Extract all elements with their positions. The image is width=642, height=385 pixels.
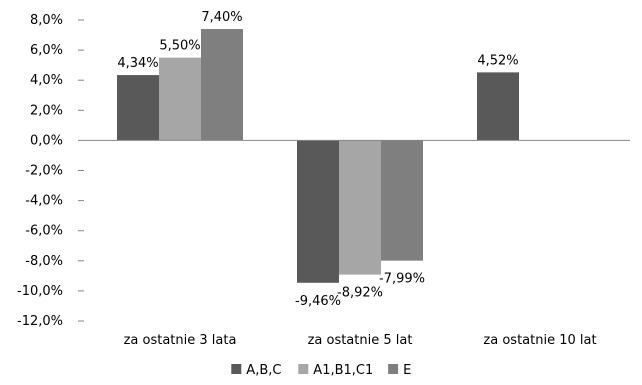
y-tick-label: -2,0% bbox=[25, 164, 63, 179]
bar bbox=[477, 72, 519, 141]
y-tick-label: 6,0% bbox=[30, 43, 63, 58]
data-label: -7,99% bbox=[379, 272, 425, 287]
y-tick-label: 4,0% bbox=[30, 73, 63, 88]
y-tick-label: -6,0% bbox=[25, 224, 63, 239]
legend-label: E bbox=[403, 363, 411, 378]
bar bbox=[297, 140, 339, 283]
bars bbox=[117, 29, 519, 283]
bar bbox=[201, 29, 243, 141]
category-label: za ostatnie 10 lat bbox=[483, 333, 596, 348]
legend-label: A1,B1,C1 bbox=[313, 363, 373, 378]
legend-swatch bbox=[231, 364, 242, 374]
legend-swatch bbox=[388, 364, 399, 374]
y-tick-label: 2,0% bbox=[30, 103, 63, 118]
bar bbox=[159, 57, 201, 141]
y-tick-label: -12,0% bbox=[17, 314, 63, 329]
data-label: 5,50% bbox=[159, 39, 200, 54]
y-tick-label: -10,0% bbox=[17, 284, 63, 299]
bar bbox=[117, 75, 159, 141]
bar bbox=[381, 140, 423, 261]
category-label: za ostatnie 3 lata bbox=[124, 333, 237, 348]
y-tick-label: 0,0% bbox=[30, 133, 63, 148]
y-axis: 8,0% 6,0% 4,0% 2,0% 0,0% -2,0% -4,0% -6,0% -8,0%… bbox=[17, 13, 84, 329]
y-tick-label: -8,0% bbox=[25, 254, 63, 269]
y-tick-label: -4,0% bbox=[25, 194, 63, 209]
legend-swatch bbox=[298, 364, 309, 374]
legend: A,B,C A1,B1,C1 E bbox=[231, 363, 411, 378]
data-label: 7,40% bbox=[201, 10, 242, 25]
data-labels: 4,34%5,50%7,40% -9,46%-8,92%-7,99% 4,52% bbox=[117, 10, 518, 309]
legend-label: A,B,C bbox=[246, 363, 281, 378]
bar bbox=[339, 140, 381, 275]
data-label: 4,52% bbox=[477, 53, 518, 68]
data-label: -9,46% bbox=[295, 294, 341, 309]
category-labels: za ostatnie 3 lata za ostatnie 5 lat za os… bbox=[124, 333, 597, 348]
data-label: -8,92% bbox=[337, 286, 383, 301]
data-label: 4,34% bbox=[117, 56, 158, 71]
category-label: za ostatnie 5 lat bbox=[308, 333, 413, 348]
y-tick-label: 8,0% bbox=[30, 13, 63, 28]
